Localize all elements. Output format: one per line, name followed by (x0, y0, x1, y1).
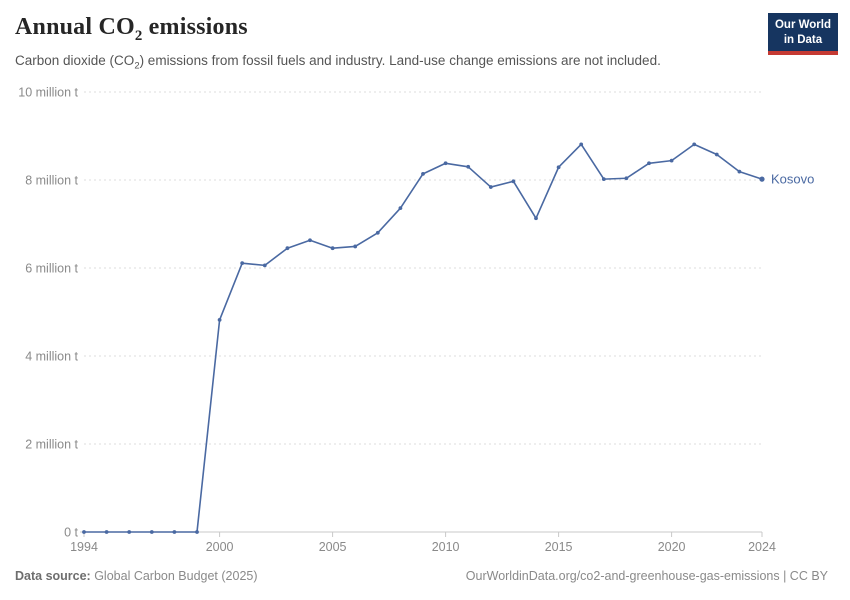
x-tick-label: 2020 (658, 540, 686, 554)
data-point-marker (353, 244, 358, 249)
x-tick-label: 1994 (70, 540, 98, 554)
data-point-marker (398, 206, 403, 211)
x-tick-label: 2024 (748, 540, 776, 554)
chart-title: Annual CO2 emissions (15, 14, 248, 44)
data-source-value[interactable]: Global Carbon Budget (2025) (90, 569, 258, 583)
chart-title-text-end: emissions (142, 14, 248, 40)
owid-logo[interactable]: Our World in Data (767, 13, 838, 55)
data-point-marker (262, 263, 267, 268)
owid-logo-line2: in Data (783, 33, 823, 46)
data-point-marker (488, 185, 493, 189)
chart-subtitle-text: Carbon dioxide (CO (15, 53, 135, 68)
data-point-marker (172, 530, 177, 534)
data-source-label: Data source: (15, 569, 91, 583)
data-point-marker (240, 261, 245, 266)
data-point-marker (375, 230, 380, 235)
data-point-marker (647, 161, 651, 166)
chart-title-text: Annual CO (15, 14, 135, 40)
y-tick-label: 2 million t (25, 438, 78, 452)
data-point-marker (466, 164, 471, 169)
chart-title-subscript: 2 (134, 27, 143, 44)
data-point-marker (217, 318, 222, 322)
y-tick-label: 0 t (64, 526, 78, 540)
data-point-marker (421, 171, 425, 176)
data-source-note: Data source: Global Carbon Budget (2025) (15, 569, 258, 583)
data-point-marker (714, 152, 719, 157)
series-line[interactable] (83, 143, 763, 533)
series-entity-label[interactable]: Kosovo (771, 172, 814, 187)
data-point-marker (443, 161, 448, 166)
data-point-marker (127, 530, 132, 534)
data-point-marker (556, 165, 561, 170)
data-point-marker (692, 142, 697, 147)
chart-subtitle-text-end: ) emissions from fossil fuels and indust… (139, 53, 661, 68)
data-point-marker (534, 216, 538, 221)
y-tick-label: 6 million t (25, 262, 78, 276)
data-point-marker (104, 530, 109, 534)
data-point-marker (82, 530, 86, 534)
y-tick-label: 4 million t (25, 350, 78, 364)
data-point-marker (511, 179, 516, 184)
y-tick-label: 8 million t (25, 174, 78, 188)
credit-url[interactable]: OurWorldinData.org/co2-and-greenhouse-ga… (465, 569, 828, 583)
data-point-marker (624, 176, 629, 181)
data-point-marker (737, 169, 742, 174)
x-tick-label: 2000 (206, 540, 234, 554)
owid-logo-line1: Our World (774, 19, 831, 31)
x-tick-label: 2005 (319, 540, 347, 554)
chart-subtitle: Carbon dioxide (CO2) emissions from foss… (15, 53, 661, 71)
data-point-marker (579, 142, 584, 147)
y-tick-label: 10 million t (18, 86, 78, 100)
x-tick-label: 2010 (432, 540, 460, 554)
data-point-marker (330, 246, 335, 251)
data-point-marker (149, 530, 154, 534)
data-point-marker (195, 530, 199, 534)
data-point-marker (285, 246, 290, 251)
x-tick-label: 2015 (545, 540, 573, 554)
series-end-marker (759, 176, 765, 182)
data-point-marker (308, 238, 312, 243)
data-point-marker (601, 177, 606, 182)
data-point-marker (669, 158, 674, 163)
chart-subtitle-subscript: 2 (134, 60, 140, 72)
